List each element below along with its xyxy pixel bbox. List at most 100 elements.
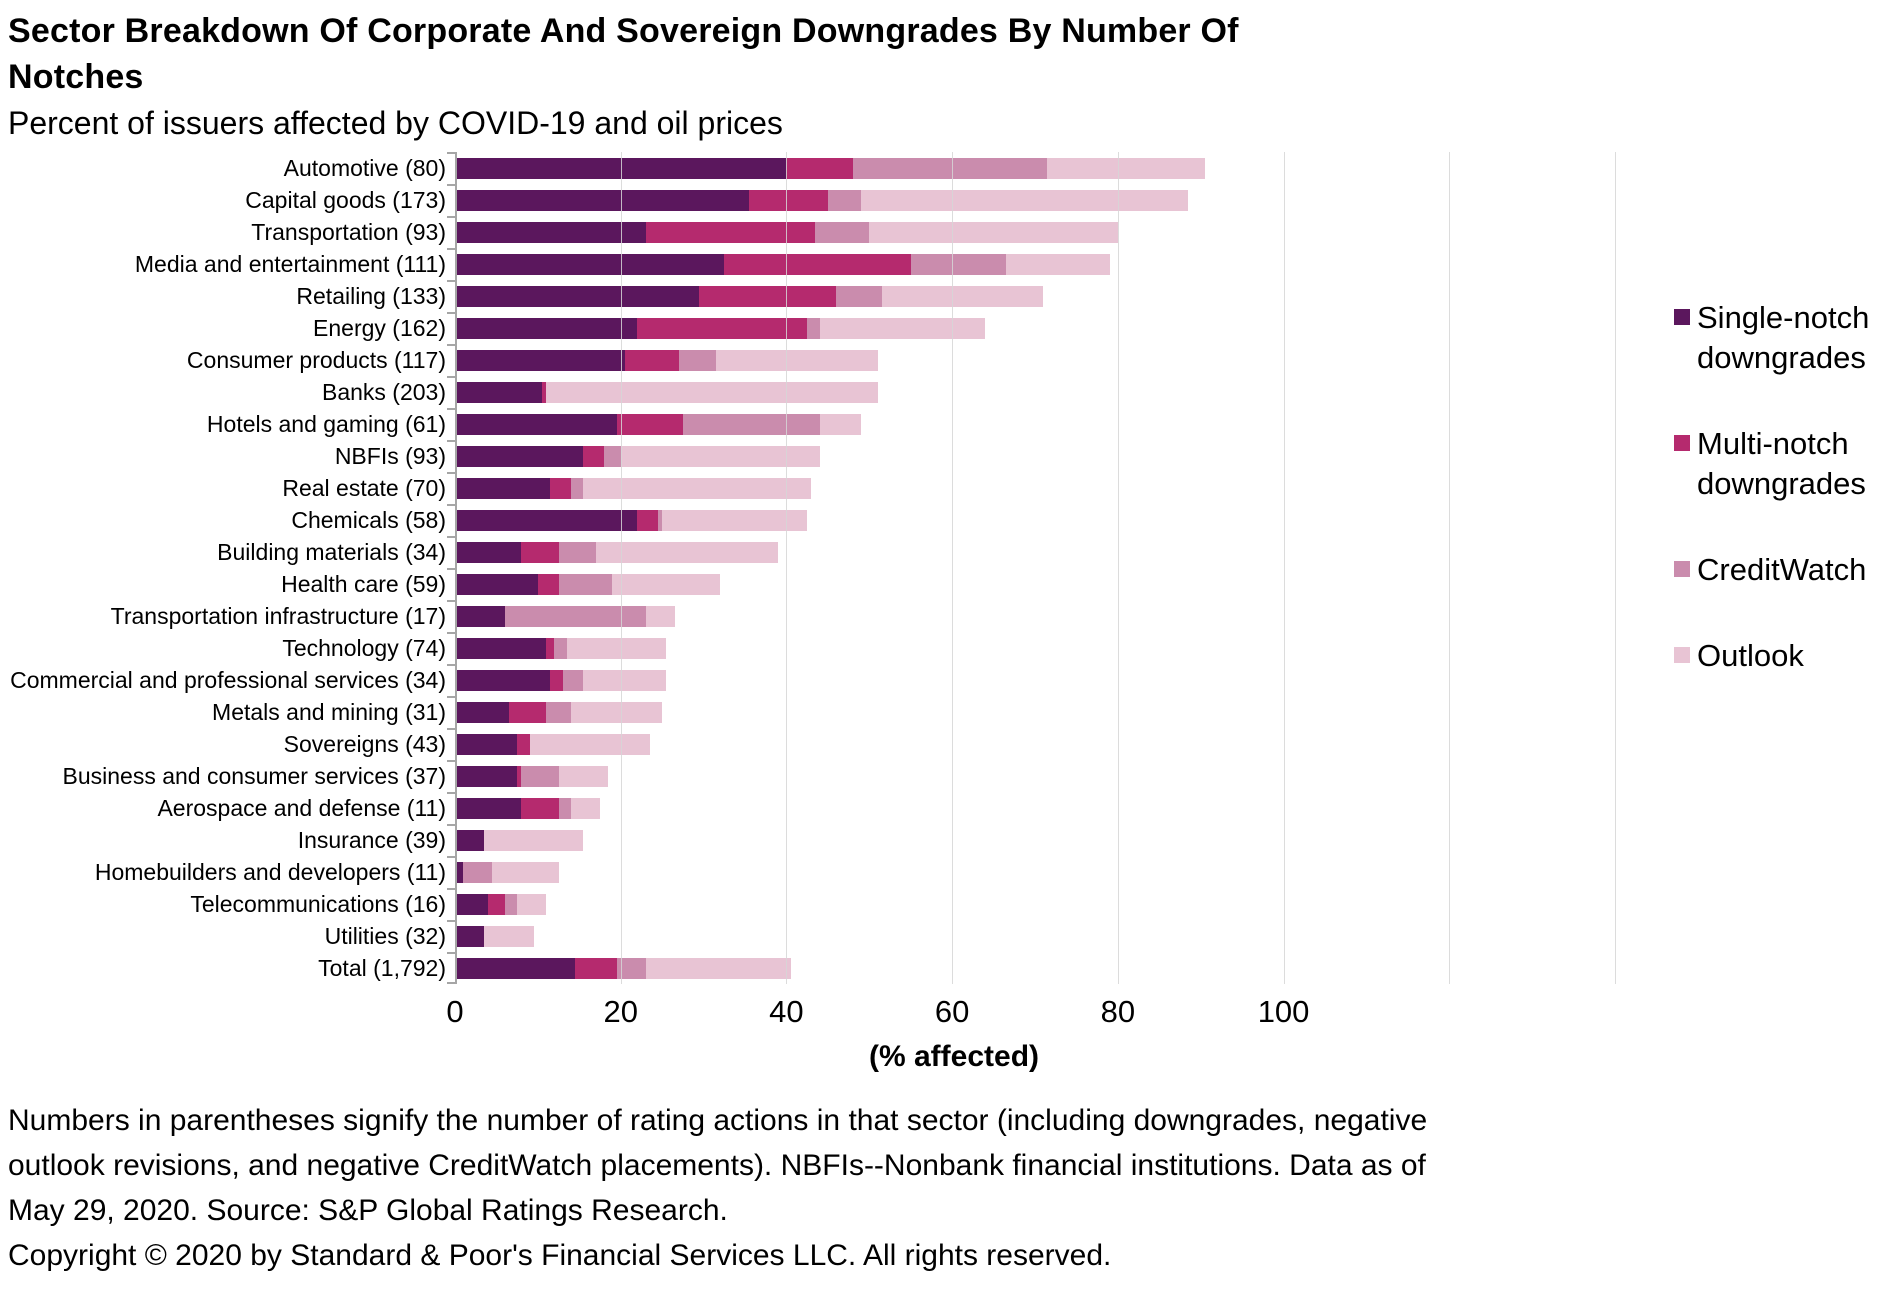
bar-rows: Automotive (80) Capital goods (173) Transp… (0, 152, 1904, 984)
bar-segment-multi-notch-downgrades (724, 253, 911, 275)
legend-item: CreditWatch (1674, 550, 1900, 590)
bar-row: Utilities (32) (0, 920, 1904, 952)
bar-row: Aerospace and defense (11) (0, 792, 1904, 824)
category-label: Sovereigns (43) (283, 730, 446, 757)
bar-segment-single-notch-downgrades (455, 701, 509, 723)
bar-segment-creditwatch (682, 413, 820, 435)
bar-segment-creditwatch (852, 157, 1048, 179)
x-axis-tick-label: 20 (603, 994, 638, 1029)
bar-row: Telecommunications (16) (0, 888, 1904, 920)
bar-segment-single-notch-downgrades (455, 349, 625, 371)
bar-segment-single-notch-downgrades (455, 477, 551, 499)
bar-row: Capital goods (173) (0, 184, 1904, 216)
bar-segment-creditwatch (504, 605, 646, 627)
bar-row: Insurance (39) (0, 824, 1904, 856)
bar-track (455, 605, 1615, 627)
bar-track (455, 221, 1615, 243)
bar-segment-outlook (881, 285, 1044, 307)
bar-row: Real estate (70) (0, 472, 1904, 504)
bar-track (455, 669, 1615, 691)
legend-label: Single-notch downgrades (1697, 300, 1870, 375)
bar-row: Technology (74) (0, 632, 1904, 664)
bar-segment-creditwatch (616, 957, 646, 979)
bar-segment-multi-notch-downgrades (645, 221, 816, 243)
category-label: Real estate (70) (282, 474, 446, 501)
copyright-line: Copyright © 2020 by Standard & Poor's Fi… (8, 1239, 1112, 1272)
category-label: Capital goods (173) (245, 186, 446, 213)
bar-segment-single-notch-downgrades (455, 637, 547, 659)
bar-segment-multi-notch-downgrades (624, 349, 679, 371)
bar-segment-outlook (595, 541, 779, 563)
chart-legend: Single-notch downgrades Multi-notch downgra… (1674, 298, 1900, 722)
bar-row: Total (1,792) (0, 952, 1904, 984)
bar-segment-creditwatch (554, 637, 567, 659)
bar-row: Banks (203) (0, 376, 1904, 408)
bar-segment-outlook (1047, 157, 1205, 179)
bar-segment-single-notch-downgrades (455, 893, 489, 915)
bar-segment-single-notch-downgrades (455, 253, 725, 275)
bar-track (455, 957, 1615, 979)
bar-segment-creditwatch (562, 669, 584, 691)
bar-segment-single-notch-downgrades (455, 765, 518, 787)
bar-track (455, 253, 1615, 275)
bar-segment-outlook (869, 221, 1118, 243)
bar-segment-outlook (819, 317, 986, 339)
bar-segment-multi-notch-downgrades (517, 733, 530, 755)
x-axis-tick-label: 100 (1257, 994, 1310, 1029)
chart-title-line-1: Sector Breakdown Of Corporate And Sovere… (8, 12, 1239, 50)
bar-segment-creditwatch (558, 797, 571, 819)
category-label: Metals and mining (31) (212, 698, 446, 725)
bar-track (455, 157, 1615, 179)
bar-segment-single-notch-downgrades (455, 189, 750, 211)
bar-track (455, 477, 1615, 499)
bar-segment-creditwatch (807, 317, 820, 339)
bar-segment-outlook (570, 797, 600, 819)
legend-swatch-icon (1674, 435, 1690, 451)
bar-segment-single-notch-downgrades (455, 317, 638, 339)
bar-segment-single-notch-downgrades (455, 285, 700, 307)
bar-segment-multi-notch-downgrades (517, 765, 522, 787)
bar-segment-multi-notch-downgrades (575, 957, 617, 979)
bar-segment-outlook (583, 669, 667, 691)
bar-row: Hotels and gaming (61) (0, 408, 1904, 440)
x-axis-tick-label: 40 (769, 994, 804, 1029)
bar-row: Metals and mining (31) (0, 696, 1904, 728)
category-label: Technology (74) (282, 634, 446, 661)
legend-item: Multi-notch downgrades (1674, 424, 1900, 504)
bar-segment-single-notch-downgrades (455, 861, 464, 883)
bar-segment-multi-notch-downgrades (637, 317, 808, 339)
legend-label: Multi-notch downgrades (1697, 426, 1866, 501)
bar-track (455, 733, 1615, 755)
bar-row: Health care (59) (0, 568, 1904, 600)
bar-segment-outlook (517, 893, 547, 915)
category-label: Transportation infrastructure (17) (110, 602, 446, 629)
chart-subtitle: Percent of issuers affected by COVID-19 … (8, 105, 783, 141)
bar-segment-outlook (645, 957, 791, 979)
bar-segment-creditwatch (558, 573, 613, 595)
bar-segment-multi-notch-downgrades (550, 669, 563, 691)
legend-item: Outlook (1674, 636, 1900, 676)
bar-segment-single-notch-downgrades (455, 157, 787, 179)
category-label: Retailing (133) (296, 282, 446, 309)
bar-segment-outlook (645, 605, 675, 627)
bar-segment-single-notch-downgrades (455, 957, 576, 979)
bar-segment-creditwatch (910, 253, 1006, 275)
bar-row: Commercial and professional services (34… (0, 664, 1904, 696)
bar-segment-multi-notch-downgrades (699, 285, 837, 307)
bar-segment-single-notch-downgrades (455, 573, 538, 595)
bar-segment-outlook (612, 573, 721, 595)
bar-segment-creditwatch (546, 701, 571, 723)
x-axis-tick-label: 60 (934, 994, 970, 1029)
category-label: Banks (203) (321, 378, 446, 405)
bar-segment-creditwatch (827, 189, 861, 211)
bar-row: Media and entertainment (111) (0, 248, 1904, 280)
bar-segment-outlook (819, 413, 861, 435)
bar-segment-multi-notch-downgrades (537, 573, 559, 595)
bar-track (455, 797, 1615, 819)
bar-track (455, 765, 1615, 787)
legend-label: CreditWatch (1697, 552, 1867, 587)
bar-segment-multi-notch-downgrades (508, 701, 547, 723)
bar-segment-creditwatch (836, 285, 882, 307)
bar-row: Transportation infrastructure (17) (0, 600, 1904, 632)
bar-segment-multi-notch-downgrades (749, 189, 828, 211)
